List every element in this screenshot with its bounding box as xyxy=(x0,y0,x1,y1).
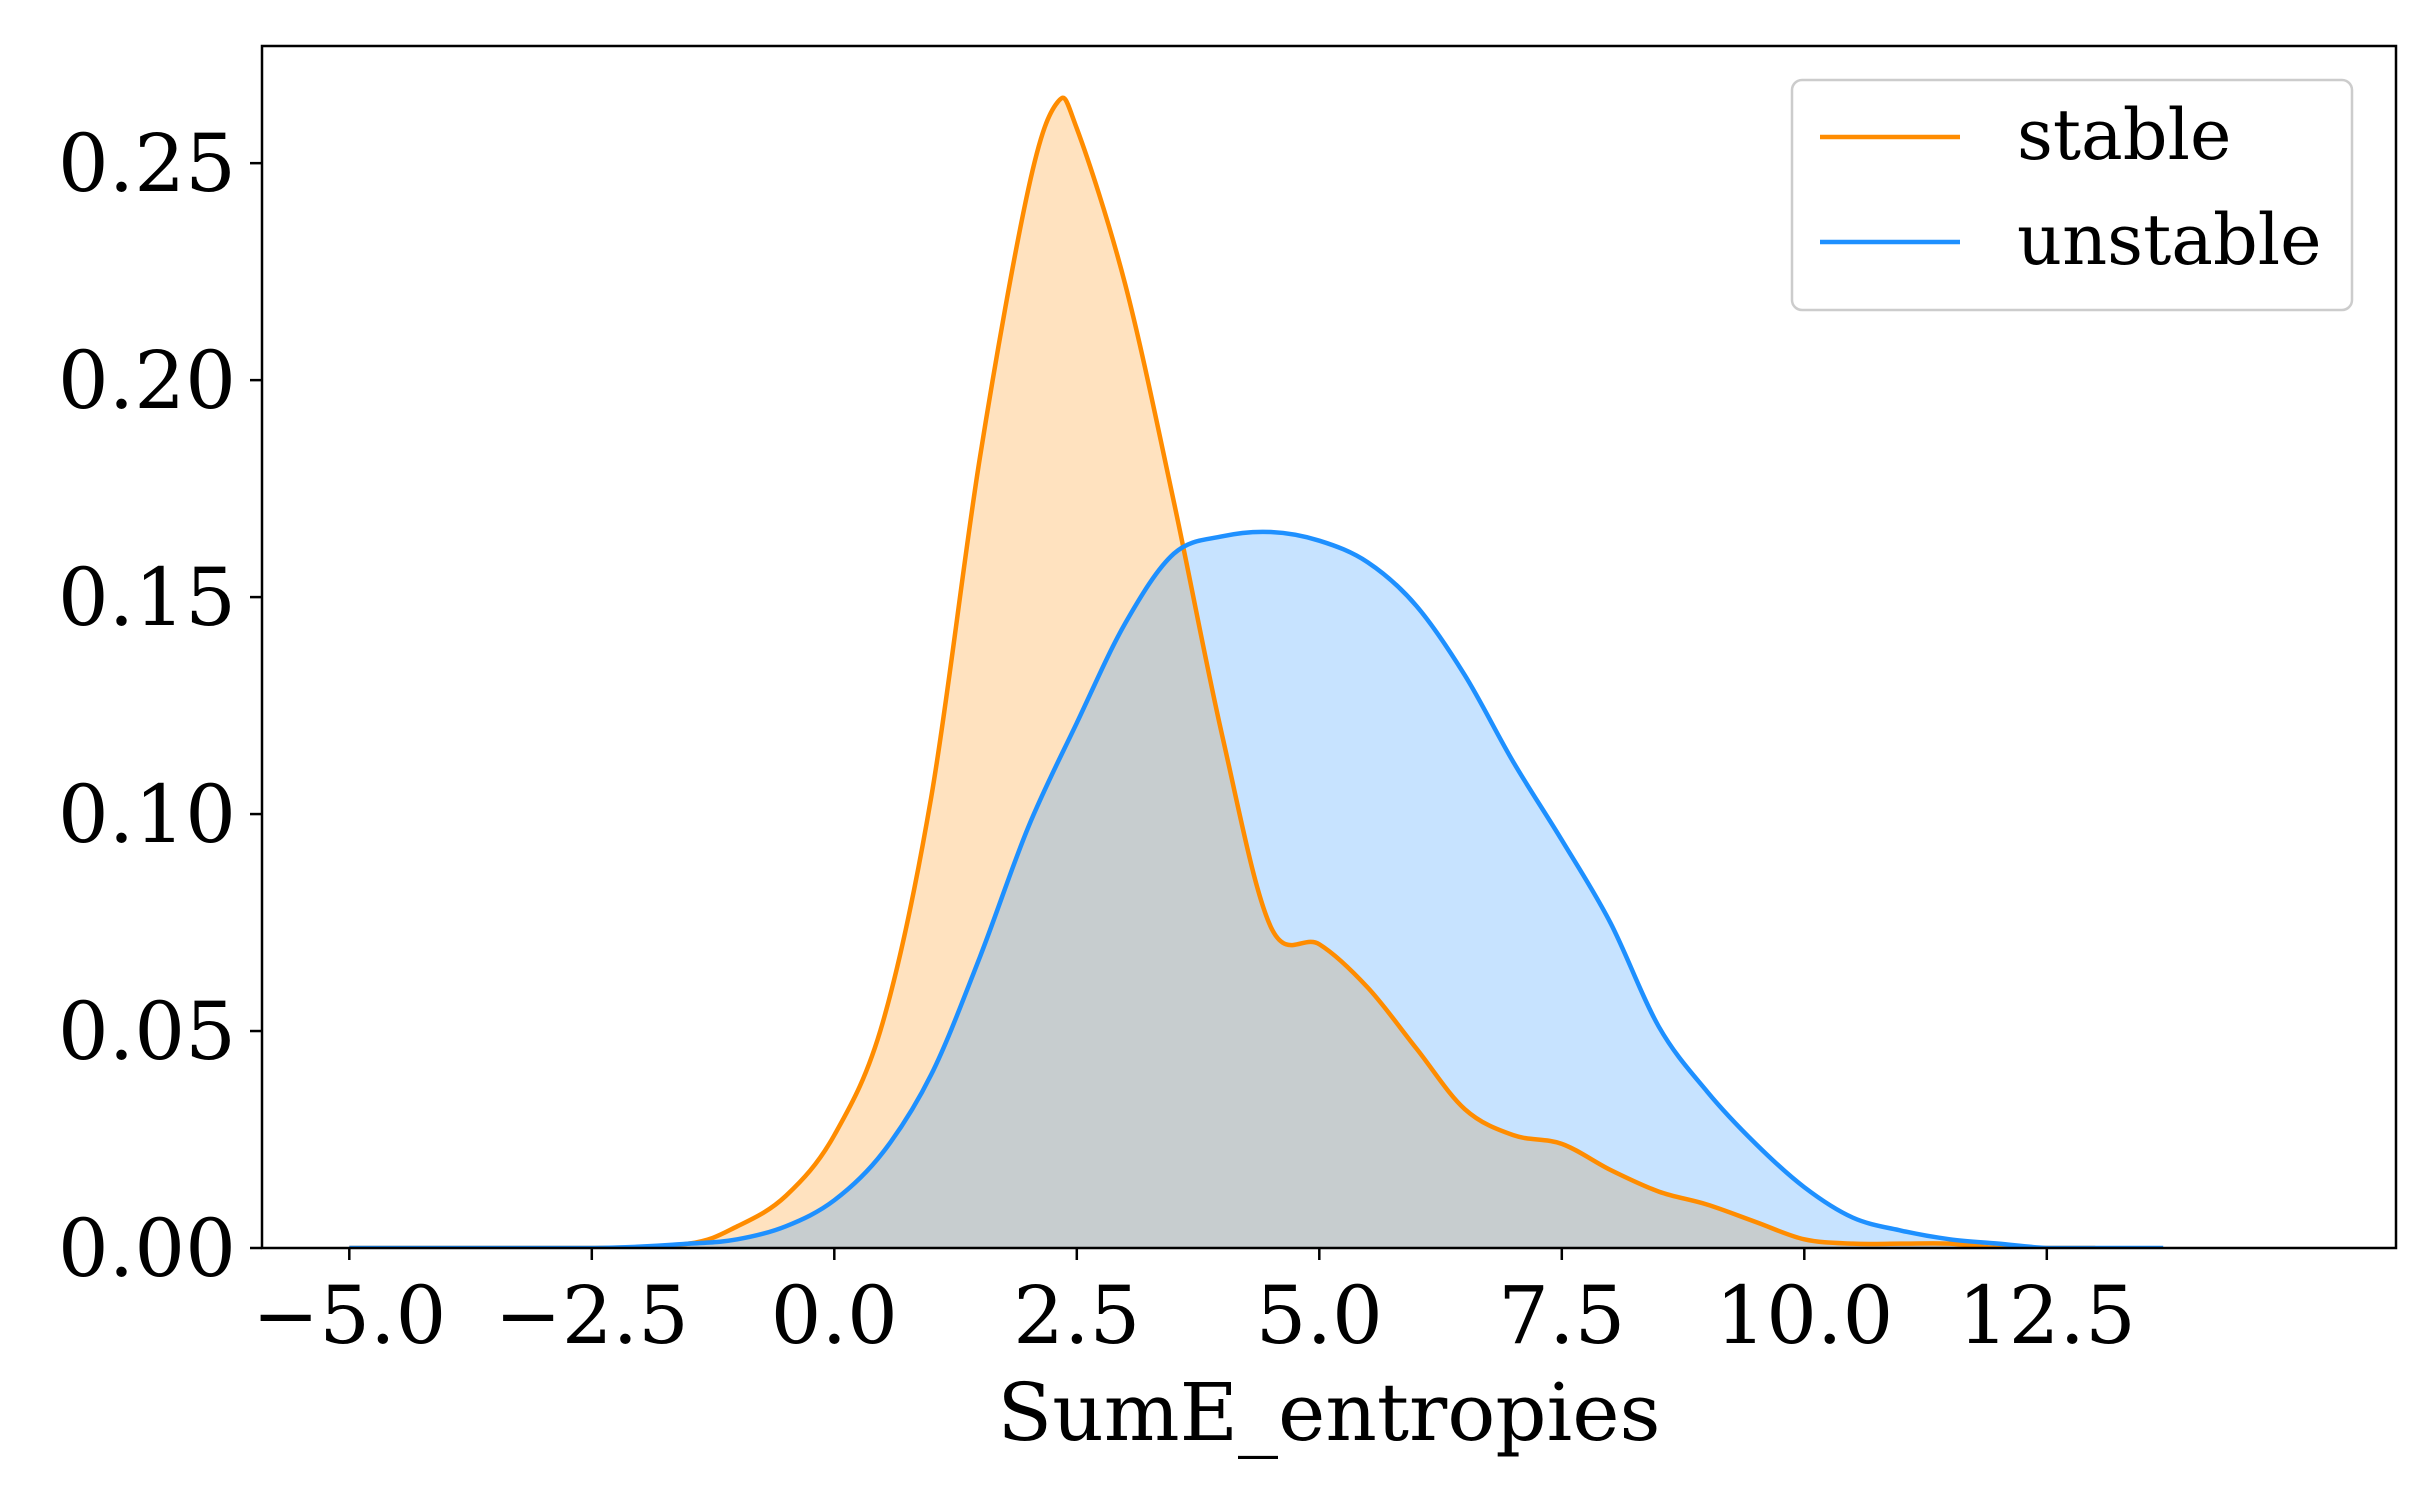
density-line-unstable xyxy=(349,529,2164,1248)
density-lines xyxy=(349,95,2164,1248)
x-tick-label: 5.0 xyxy=(1256,1269,1383,1362)
x-tick-label: −2.5 xyxy=(495,1269,689,1362)
x-tick-label: 10.0 xyxy=(1715,1269,1893,1362)
x-axis-label: SumE_entropies xyxy=(997,1366,1660,1459)
y-tick-label: 0.15 xyxy=(58,551,236,644)
legend: stable unstable xyxy=(1790,78,2354,312)
y-tick-label: 0.10 xyxy=(58,768,236,861)
legend-label-unstable: unstable xyxy=(2017,199,2322,281)
x-tick-label: 2.5 xyxy=(1013,1269,1140,1362)
x-tick-label: −5.0 xyxy=(252,1269,446,1362)
x-tick-label: 0.0 xyxy=(771,1269,898,1362)
y-tick-label: 0.25 xyxy=(58,117,236,210)
plot-frame xyxy=(260,44,2398,1250)
y-axis: 0.00 0.05 0.10 0.15 0.20 0.25 xyxy=(58,117,262,1295)
density-area-stable xyxy=(349,97,2096,1248)
density-line-stable xyxy=(349,95,2096,1248)
x-tick-label: 7.5 xyxy=(1498,1269,1625,1362)
y-tick-label: 0.20 xyxy=(58,334,236,427)
legend-label-stable: stable xyxy=(2017,94,2231,176)
x-tick-label: 12.5 xyxy=(1958,1269,2136,1362)
x-axis: −5.0 −2.5 0.0 2.5 5.0 7.5 10.0 12.5 xyxy=(252,1248,2136,1362)
y-tick-label: 0.00 xyxy=(58,1202,236,1295)
y-tick-label: 0.05 xyxy=(58,985,236,1078)
